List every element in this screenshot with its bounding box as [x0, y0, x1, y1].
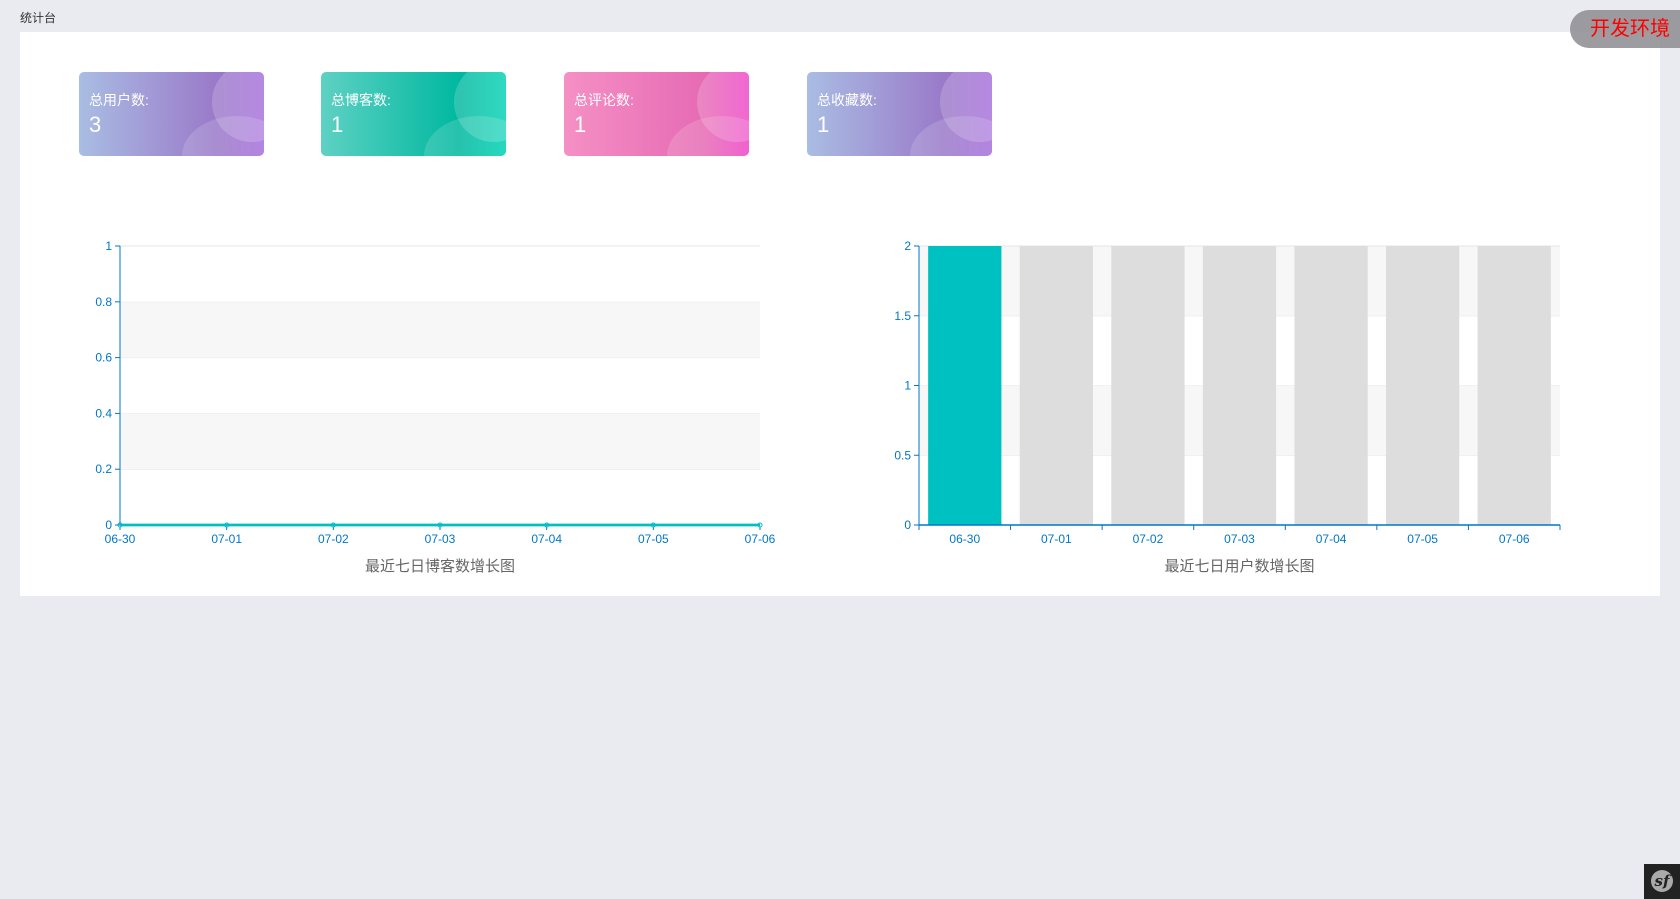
y-tick-label: 0.4	[95, 406, 112, 420]
card-label: 总评论数:	[574, 92, 634, 108]
x-tick-label: 07-06	[1499, 532, 1530, 546]
debug-toolbar-toggle[interactable]: sf	[1644, 864, 1680, 899]
bar	[928, 246, 1002, 525]
x-tick-label: 07-02	[1133, 532, 1164, 546]
y-tick-label: 0	[904, 518, 911, 532]
grid-band	[120, 301, 760, 358]
chart-title: 最近七日用户数增长图	[1164, 558, 1314, 575]
breadcrumb: 统计台	[20, 11, 57, 25]
y-tick-label: 1	[105, 239, 112, 253]
x-tick-label: 07-01	[211, 532, 242, 546]
bar-background	[1386, 246, 1460, 525]
x-tick-label: 07-04	[531, 532, 562, 546]
card-blogs: 总博客数: 1	[321, 72, 506, 156]
card-value: 1	[817, 112, 830, 137]
grid-band	[120, 357, 760, 414]
y-tick-label: 0.6	[95, 351, 112, 365]
x-tick-label: 06-30	[105, 532, 136, 546]
grid-band	[120, 469, 760, 525]
y-tick-label: 0.5	[894, 448, 911, 462]
card-value: 1	[331, 112, 344, 137]
x-tick-label: 07-06	[745, 532, 776, 546]
card-comments: 总评论数: 1	[564, 72, 749, 156]
y-tick-label: 0.2	[95, 462, 112, 476]
card-label: 总博客数:	[331, 92, 391, 108]
chart-title: 最近七日博客数增长图	[365, 558, 515, 575]
card-favorites: 总收藏数: 1	[807, 72, 992, 156]
y-tick-label: 0	[105, 518, 112, 532]
x-tick-label: 06-30	[949, 532, 980, 546]
y-tick-label: 1.5	[894, 309, 911, 323]
x-tick-label: 07-01	[1041, 532, 1072, 546]
x-tick-label: 07-03	[1224, 532, 1255, 546]
card-label: 总用户数:	[89, 92, 149, 108]
y-tick-label: 1	[904, 379, 911, 393]
card-value: 3	[89, 112, 102, 137]
x-tick-label: 07-05	[1407, 532, 1438, 546]
grid-band	[120, 246, 760, 302]
grid-band	[120, 413, 760, 470]
x-tick-label: 07-02	[318, 532, 349, 546]
x-tick-label: 07-03	[425, 532, 456, 546]
bar-background	[1111, 246, 1185, 525]
x-tick-label: 07-04	[1316, 532, 1347, 546]
env-badge: 开发环境	[1570, 10, 1680, 48]
x-tick-label: 07-05	[638, 532, 669, 546]
y-tick-label: 0.8	[95, 295, 112, 309]
card-users: 总用户数: 3	[79, 72, 264, 156]
bar-background	[1477, 246, 1551, 525]
bar-background	[1294, 246, 1368, 525]
card-label: 总收藏数:	[817, 92, 877, 108]
bar-background	[1019, 246, 1093, 525]
symfony-icon: sf	[1651, 870, 1673, 892]
bar-background	[1202, 246, 1277, 525]
card-value: 1	[574, 112, 587, 137]
y-tick-label: 2	[904, 239, 911, 253]
